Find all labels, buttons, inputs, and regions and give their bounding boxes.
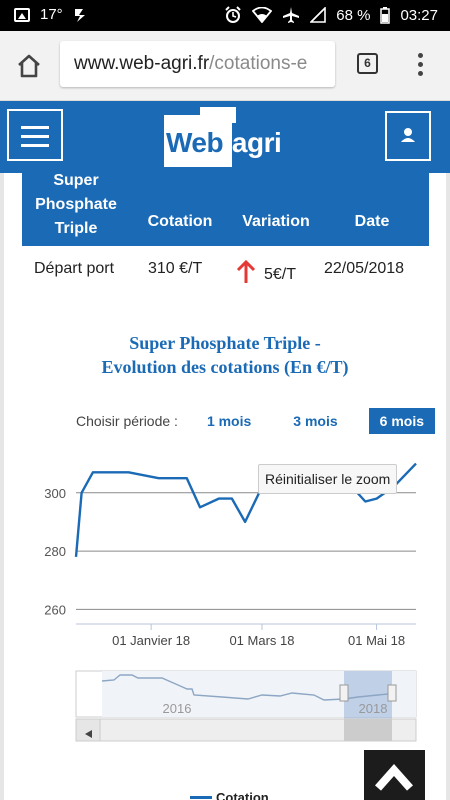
period-label: Choisir période : (76, 413, 178, 429)
signal-icon (310, 7, 327, 23)
battery-icon (380, 7, 391, 24)
alarm-icon (225, 6, 241, 23)
home-icon (18, 54, 40, 78)
navigator-label-2018: 2018 (359, 701, 388, 716)
navigator-series (101, 674, 392, 701)
legend-swatch (190, 796, 212, 799)
navigator-scrollbar-thumb (344, 719, 392, 741)
chevron-up-icon (375, 763, 413, 791)
site-header: Web-agri (0, 101, 450, 173)
navigator-handle (387, 684, 397, 702)
row-cotation: 310 €/T (148, 260, 203, 277)
notification-icon (74, 8, 85, 22)
browser-toolbar: www.web-agri.fr/cotations-e 6 (0, 31, 450, 101)
wifi-icon (252, 7, 273, 23)
navigator-label-2016: 2016 (163, 701, 192, 716)
row-date: 22/05/2018 (324, 260, 405, 277)
arrow-up-icon (236, 260, 256, 283)
tab-switcher-button[interactable]: 6 (357, 53, 378, 74)
home-button[interactable] (14, 51, 44, 81)
url-host: www.web-agri.fr (74, 53, 210, 74)
period-3-months-button[interactable]: 3 mois (293, 413, 338, 429)
battery-text: 68 % (336, 6, 371, 24)
table-row: Départ port 310 €/T 5€/T 22/05/2018 (22, 246, 429, 294)
table-header: Super Phosphate Triple Cotation Variatio… (22, 172, 429, 246)
x-tick-label: 01 Mai 18 (348, 633, 405, 648)
page-content: Super Phosphate Triple Cotation Variatio… (0, 172, 450, 800)
legend-label: Cotation (216, 790, 269, 800)
temperature-text: 17° (40, 6, 63, 23)
web-agri-logo[interactable]: Web-agri (164, 107, 290, 167)
address-bar[interactable]: www.web-agri.fr/cotations-e (60, 41, 335, 87)
hamburger-menu-button[interactable] (7, 109, 63, 161)
series-line-cotation (74, 462, 417, 558)
y-tick-label: 260 (44, 602, 66, 617)
period-1-month-button[interactable]: 1 mois (206, 413, 252, 429)
chart-title-line2: Evolution des cotations (En €/T) (101, 357, 349, 377)
header-variation: Variation (242, 213, 310, 230)
scroll-left-button (75, 718, 101, 742)
user-icon (401, 128, 415, 142)
navigator-handle (339, 684, 349, 702)
header-cotation: Cotation (147, 213, 213, 230)
more-options-button[interactable] (410, 51, 430, 79)
period-6-months-button[interactable]: 6 mois (368, 408, 436, 434)
reset-zoom-button[interactable]: Réinitialiser le zoom (258, 464, 398, 494)
chart-title-line1: Super Phosphate Triple - (129, 333, 321, 353)
logo-text-agri: -agri (223, 127, 282, 158)
airplane-mode-icon (283, 7, 300, 23)
scroll-to-top-button[interactable] (364, 750, 425, 800)
period-selector: Choisir période : 1 mois 3 mois 6 mois (76, 407, 436, 435)
chart-title: Super Phosphate Triple - Evolution des c… (40, 331, 410, 379)
url-path: /cotations-e (209, 53, 308, 74)
user-account-button[interactable] (385, 111, 431, 161)
row-variation-value: 5€/T (264, 266, 297, 283)
x-tick-label: 01 Mars 18 (229, 633, 294, 648)
logo-text-web: Web (166, 127, 224, 158)
row-label: Départ port (34, 260, 115, 277)
y-tick-label: 280 (44, 544, 66, 559)
status-bar: 17° 68 % (0, 0, 450, 31)
gallery-icon (14, 7, 30, 22)
clock-text: 03:27 (400, 6, 438, 24)
header-product: Super Phosphate Triple (35, 172, 117, 237)
header-date: Date (354, 213, 390, 230)
x-tick-label: 01 Janvier 18 (112, 633, 190, 648)
y-tick-label: 300 (44, 486, 66, 501)
scroll-left-icon (85, 730, 92, 738)
price-chart[interactable]: 260 280 300 01 Janvier 18 01 Mars 18 01 Mai 1… (22, 449, 426, 800)
row-variation: 5€/T (236, 256, 296, 284)
